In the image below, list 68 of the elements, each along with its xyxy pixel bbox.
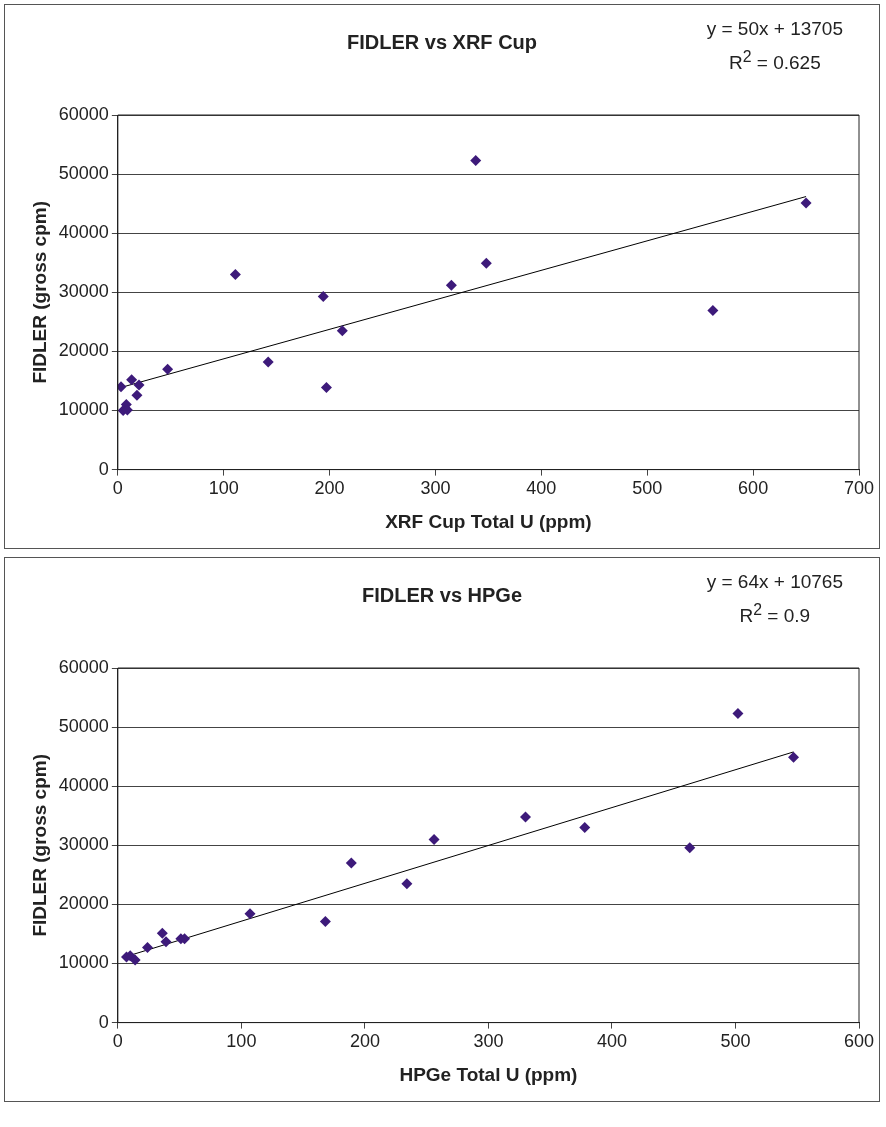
x-axis-title: XRF Cup Total U (ppm) bbox=[385, 510, 592, 532]
point bbox=[788, 751, 800, 763]
y-tick-label: 30000 bbox=[58, 281, 109, 302]
x-tick-label: 500 bbox=[632, 478, 663, 499]
text: R$^{2}$ = 0.625 bbox=[728, 48, 821, 74]
x-axis-title: HPGe Total U (ppm) bbox=[399, 1063, 578, 1085]
point bbox=[133, 379, 145, 391]
point bbox=[428, 833, 440, 845]
y-tick-label: 50000 bbox=[58, 716, 109, 737]
point bbox=[345, 857, 357, 869]
x-tick-label: 300 bbox=[420, 478, 451, 499]
x-tick-label: 100 bbox=[226, 1031, 257, 1052]
point bbox=[142, 942, 153, 954]
y-tick-label: 20000 bbox=[58, 893, 109, 914]
y-tick-label: 50000 bbox=[58, 163, 109, 184]
y-tick-label: 60000 bbox=[58, 103, 109, 124]
y-tick-label: 40000 bbox=[58, 222, 109, 243]
point bbox=[519, 811, 531, 823]
point bbox=[131, 389, 143, 401]
y-axis-title: FIDLER (gross cpm) bbox=[28, 753, 50, 937]
y-axis-title: FIDLER (gross cpm) bbox=[28, 200, 50, 384]
x-tick-label: 200 bbox=[349, 1031, 380, 1052]
point bbox=[319, 916, 331, 928]
point bbox=[244, 908, 256, 920]
point bbox=[579, 822, 591, 834]
y-tick-label: 40000 bbox=[58, 775, 109, 796]
x-tick-label: 600 bbox=[738, 478, 769, 499]
y-tick-label: 0 bbox=[98, 458, 109, 479]
point bbox=[117, 381, 127, 393]
point bbox=[732, 708, 744, 720]
point bbox=[470, 155, 482, 167]
x-tick-label: 400 bbox=[596, 1031, 627, 1052]
x-tick-label: 600 bbox=[843, 1031, 875, 1052]
y-tick-label: 30000 bbox=[58, 834, 109, 855]
x-tick-label: 0 bbox=[112, 478, 123, 499]
point bbox=[262, 356, 274, 368]
point bbox=[707, 305, 719, 317]
x-tick-label: 400 bbox=[526, 478, 557, 499]
point bbox=[156, 927, 168, 939]
y-tick-label: 10000 bbox=[58, 952, 109, 973]
x-tick-label: 300 bbox=[473, 1031, 504, 1052]
point bbox=[445, 279, 457, 291]
point bbox=[129, 954, 141, 966]
point bbox=[480, 257, 492, 269]
point bbox=[336, 325, 348, 337]
y-tick-label: 20000 bbox=[58, 340, 109, 361]
point bbox=[229, 269, 241, 281]
text: R$^{2}$ = 0.9 bbox=[739, 601, 811, 627]
text: y = 50x + 13705 bbox=[706, 18, 843, 39]
point bbox=[317, 290, 329, 302]
point bbox=[401, 878, 413, 890]
point bbox=[126, 374, 138, 386]
point bbox=[800, 197, 812, 209]
point bbox=[684, 842, 696, 854]
x-tick-label: 700 bbox=[843, 478, 875, 499]
text: y = 64x + 10765 bbox=[706, 571, 843, 592]
point bbox=[162, 363, 174, 375]
x-tick-label: 100 bbox=[208, 478, 239, 499]
y-tick-label: 10000 bbox=[58, 399, 109, 420]
x-tick-label: 500 bbox=[720, 1031, 751, 1052]
chart-title: FIDLER vs HPGe bbox=[361, 583, 523, 606]
x-tick-label: 200 bbox=[314, 478, 345, 499]
point bbox=[160, 936, 172, 948]
y-tick-label: 60000 bbox=[58, 656, 109, 677]
point bbox=[320, 381, 332, 393]
x-tick-label: 0 bbox=[112, 1031, 123, 1052]
chart-title: FIDLER vs XRF Cup bbox=[346, 30, 538, 53]
y-tick-label: 0 bbox=[98, 1011, 109, 1032]
